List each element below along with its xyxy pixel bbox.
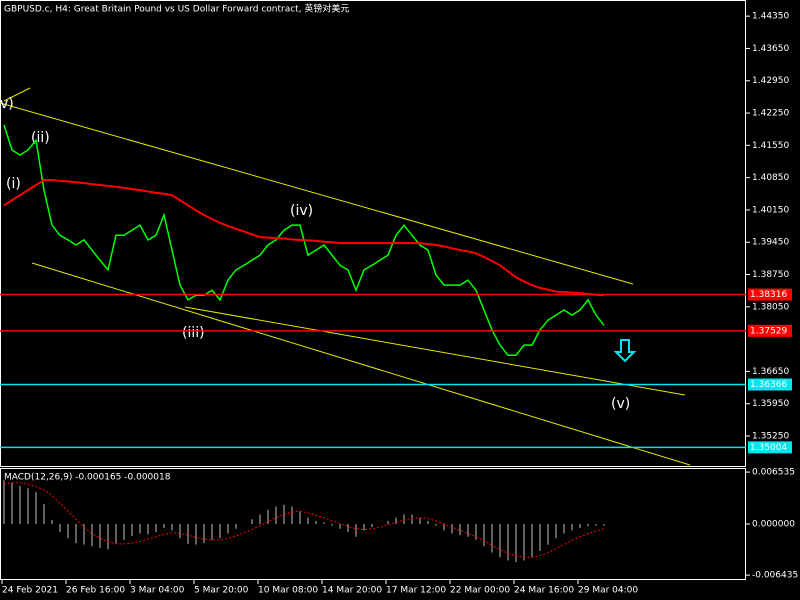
y-tick-label: 0.000000: [752, 520, 795, 530]
y-tick-label: -0.006435: [752, 571, 798, 581]
level-label: 1.35004: [750, 443, 787, 453]
level-label-box: [748, 288, 792, 301]
y-tick-label: 1.44350: [752, 12, 789, 22]
y-tick-label: 1.35950: [752, 399, 789, 409]
y-tick-label: 1.42250: [752, 109, 789, 119]
wave-label: (i): [6, 176, 21, 192]
level-label: 1.38316: [750, 290, 787, 300]
level-label: 1.36366: [750, 380, 787, 390]
y-tick-label: 1.43650: [752, 44, 789, 54]
y-tick-label: 1.38750: [752, 270, 789, 280]
down-arrow: [613, 339, 637, 363]
upper-trendline: [0, 102, 634, 285]
wave-label: v): [0, 96, 14, 112]
short-trendline: [3, 87, 31, 102]
x-tick-label: 17 Mar 12:00: [386, 586, 446, 596]
level-label: 1.37529: [750, 326, 787, 336]
wave-label: (iii): [182, 325, 205, 341]
level-label-box: [748, 324, 792, 337]
y-tick-label: 1.42950: [752, 76, 789, 86]
trendlines: [0, 87, 691, 466]
middle-trendline: [184, 306, 686, 396]
chart-title: GBPUSD.c, H4: Great Britain Pound vs US …: [4, 3, 349, 15]
y-tick-label: 1.40850: [752, 173, 789, 183]
x-tick-label: 26 Feb 16:00: [66, 586, 125, 596]
y-tick-label: 1.36650: [752, 367, 789, 377]
line: [3, 482, 605, 558]
line: [3, 178, 605, 297]
x-tick-label: 5 Mar 20:00: [194, 586, 249, 596]
y-tick-label: 0.006535: [752, 468, 795, 478]
x-tick-label: 10 Mar 08:00: [258, 586, 318, 596]
y-tick-label: 1.40150: [752, 205, 789, 215]
macd-frame: [0, 468, 746, 580]
y-tick-label: 1.38050: [752, 302, 789, 312]
wave-label: (iv): [290, 203, 313, 219]
x-tick-label: 24 Mar 16:00: [514, 586, 574, 596]
lower-trendline: [31, 262, 691, 466]
y-tick-label: 1.35250: [752, 432, 789, 442]
y-tick-label: 1.41550: [752, 141, 789, 151]
main-frame: [0, 0, 746, 467]
macd-title: MACD(12,26,9) -0.000165 -0.000018: [4, 473, 171, 483]
x-tick-label: 14 Mar 20:00: [322, 586, 382, 596]
x-tick-label: 22 Mar 00:00: [450, 586, 510, 596]
level-label-box: [748, 441, 792, 454]
y-tick-label: 1.39450: [752, 238, 789, 248]
x-tick-label: 29 Mar 04:00: [578, 586, 638, 596]
x-tick-label: 3 Mar 04:00: [130, 586, 185, 596]
x-tick-label: 24 Feb 2021: [2, 586, 58, 596]
level-label-box: [748, 378, 792, 391]
wave-label: (v): [611, 396, 630, 412]
